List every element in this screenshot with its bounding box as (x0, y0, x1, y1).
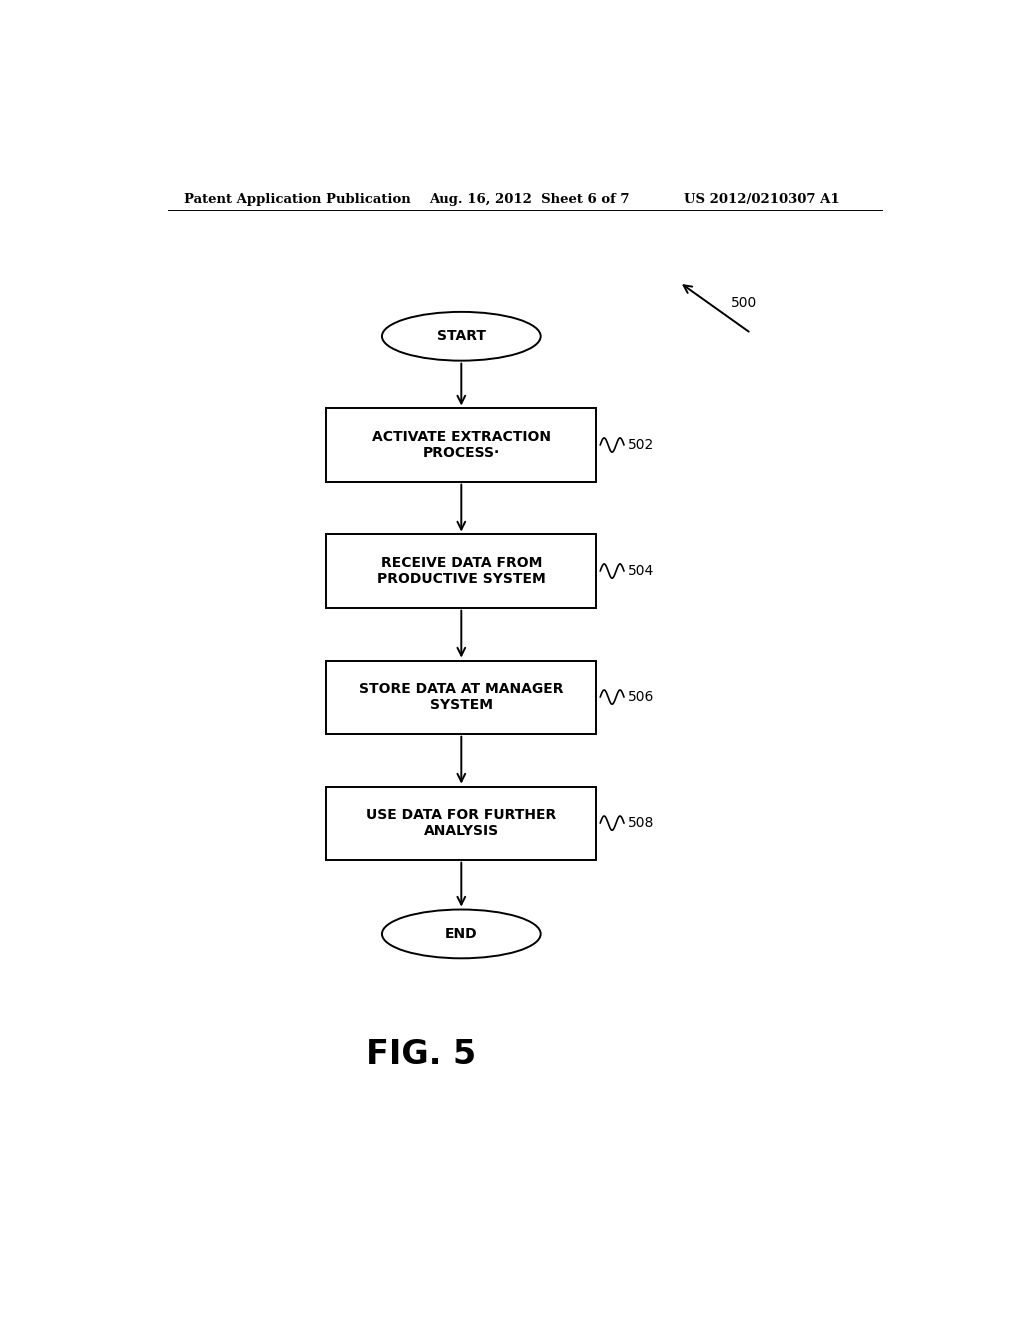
Text: FIG. 5: FIG. 5 (367, 1039, 476, 1072)
Text: Patent Application Publication: Patent Application Publication (183, 193, 411, 206)
Text: 504: 504 (628, 564, 654, 578)
Text: 500: 500 (731, 296, 758, 310)
Text: START: START (437, 329, 485, 343)
Text: 502: 502 (628, 438, 654, 451)
Text: RECEIVE DATA FROM
PRODUCTIVE SYSTEM: RECEIVE DATA FROM PRODUCTIVE SYSTEM (377, 556, 546, 586)
Text: END: END (445, 927, 477, 941)
Text: ACTIVATE EXTRACTION
PROCESS·: ACTIVATE EXTRACTION PROCESS· (372, 430, 551, 461)
Text: Aug. 16, 2012  Sheet 6 of 7: Aug. 16, 2012 Sheet 6 of 7 (430, 193, 630, 206)
Text: STORE DATA AT MANAGER
SYSTEM: STORE DATA AT MANAGER SYSTEM (359, 682, 563, 713)
Text: USE DATA FOR FURTHER
ANALYSIS: USE DATA FOR FURTHER ANALYSIS (367, 808, 556, 838)
Text: 508: 508 (628, 816, 654, 830)
Text: US 2012/0210307 A1: US 2012/0210307 A1 (684, 193, 839, 206)
Text: 506: 506 (628, 690, 654, 704)
